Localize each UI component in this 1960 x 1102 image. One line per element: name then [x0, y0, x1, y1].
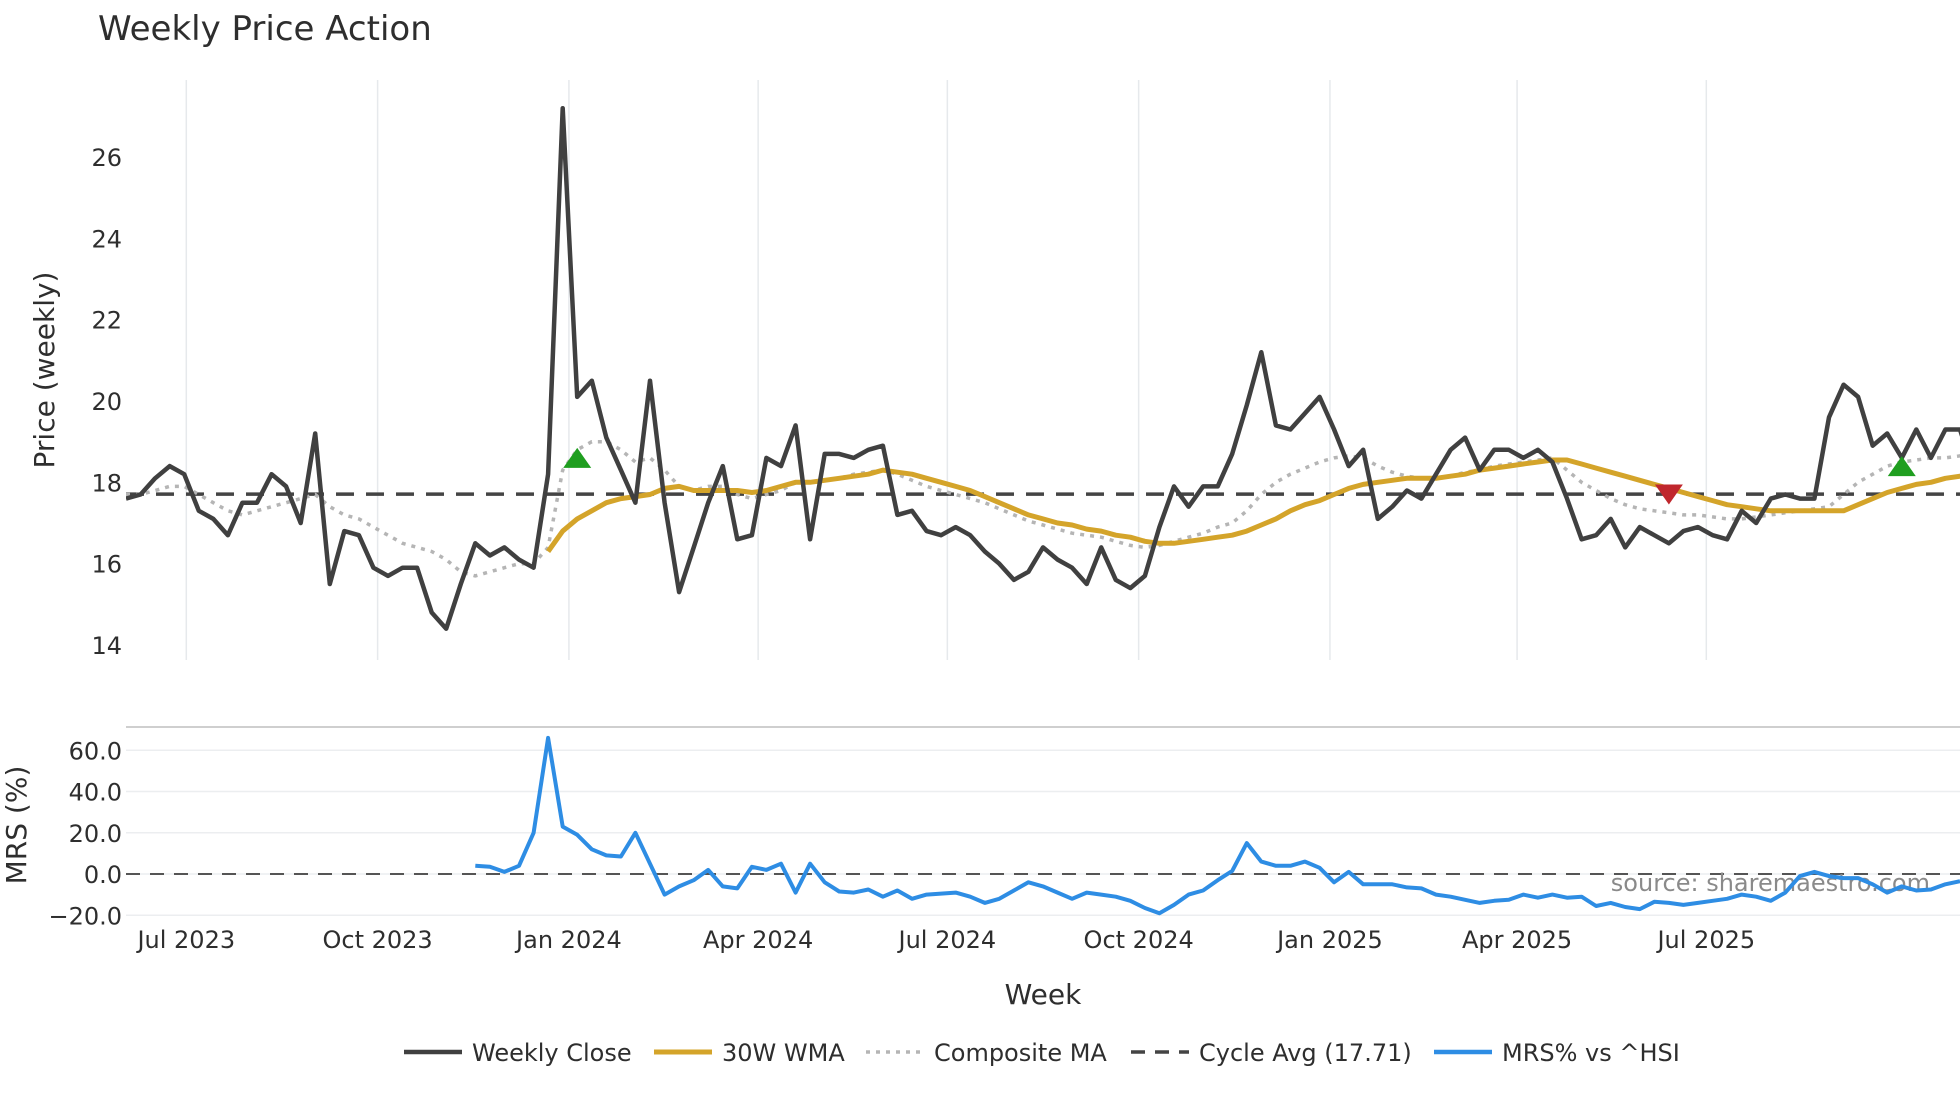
- 30w-wma-line: [546, 457, 1960, 553]
- price-vertical-gridlines: [185, 80, 1708, 660]
- mrs-y-tick-label: 60.0: [69, 737, 122, 765]
- x-axis-label: Week: [1005, 978, 1082, 1011]
- mrs-y-tick-label: −20.0: [48, 902, 122, 930]
- x-tick-label: Jan 2024: [514, 926, 622, 954]
- x-tick-label: Apr 2024: [703, 926, 813, 954]
- buy-signal-marker: [1887, 456, 1916, 477]
- legend-label: MRS% vs ^HSI: [1502, 1039, 1680, 1067]
- mrs-y-axis-label: MRS (%): [0, 766, 33, 885]
- x-tick-label: Jan 2025: [1275, 926, 1383, 954]
- legend-label: Weekly Close: [472, 1039, 632, 1067]
- price-y-axis-label: Price (weekly): [28, 272, 61, 469]
- mrs-y-tick-label: 0.0: [84, 861, 122, 889]
- signal-markers: [563, 447, 1916, 505]
- legend-label: 30W WMA: [722, 1039, 845, 1067]
- mrs-horizontal-gridlines: [126, 749, 1960, 916]
- price-y-tick-label: 14: [91, 632, 122, 660]
- price-panel: 14 16 18 20 22 24 26 Price (weekly): [28, 80, 1960, 660]
- x-tick-label: Jul 2024: [897, 926, 997, 954]
- price-y-tick-label: 18: [91, 469, 122, 497]
- price-y-tick-label: 22: [91, 307, 122, 335]
- price-y-tick-labels: 14 16 18 20 22 24 26: [91, 144, 122, 660]
- composite-ma-line: [126, 439, 1960, 578]
- x-tick-label: Oct 2024: [1084, 926, 1194, 954]
- price-y-tick-label: 20: [91, 388, 122, 416]
- legend-label: Cycle Avg (17.71): [1199, 1039, 1412, 1067]
- x-tick-labels: Jul 2023 Oct 2023 Jan 2024 Apr 2024 Jul 2024…: [135, 926, 1755, 954]
- mrs-series-line: [475, 735, 1960, 916]
- mrs-vs-hsi-line: [475, 735, 1960, 916]
- x-tick-label: Oct 2023: [323, 926, 433, 954]
- mrs-y-tick-label: 40.0: [69, 779, 122, 807]
- mrs-y-tick-labels: −20.0 0.0 20.0 40.0 60.0: [48, 737, 122, 930]
- price-y-tick-label: 26: [91, 144, 122, 172]
- chart-title: Weekly Price Action: [98, 9, 432, 49]
- x-tick-label: Apr 2025: [1462, 926, 1572, 954]
- price-series-lines: [126, 105, 1960, 631]
- weekly-close-line: [126, 105, 1960, 631]
- x-tick-label: Jul 2025: [1655, 926, 1755, 954]
- mrs-y-tick-label: 20.0: [69, 820, 122, 848]
- legend: Weekly Close 30W WMA Composite MA Cycle Avg…: [404, 1039, 1680, 1067]
- price-y-tick-label: 16: [91, 551, 122, 579]
- sell-signal-marker: [1654, 484, 1683, 505]
- buy-signal-marker: [563, 447, 592, 468]
- x-tick-label: Jul 2023: [135, 926, 235, 954]
- mrs-panel: −20.0 0.0 20.0 40.0 60.0 source: sharemaestr…: [0, 726, 1960, 930]
- source-watermark: source: sharemaestro.com: [1611, 869, 1930, 897]
- legend-label: Composite MA: [934, 1039, 1107, 1067]
- price-y-tick-label: 24: [91, 225, 122, 253]
